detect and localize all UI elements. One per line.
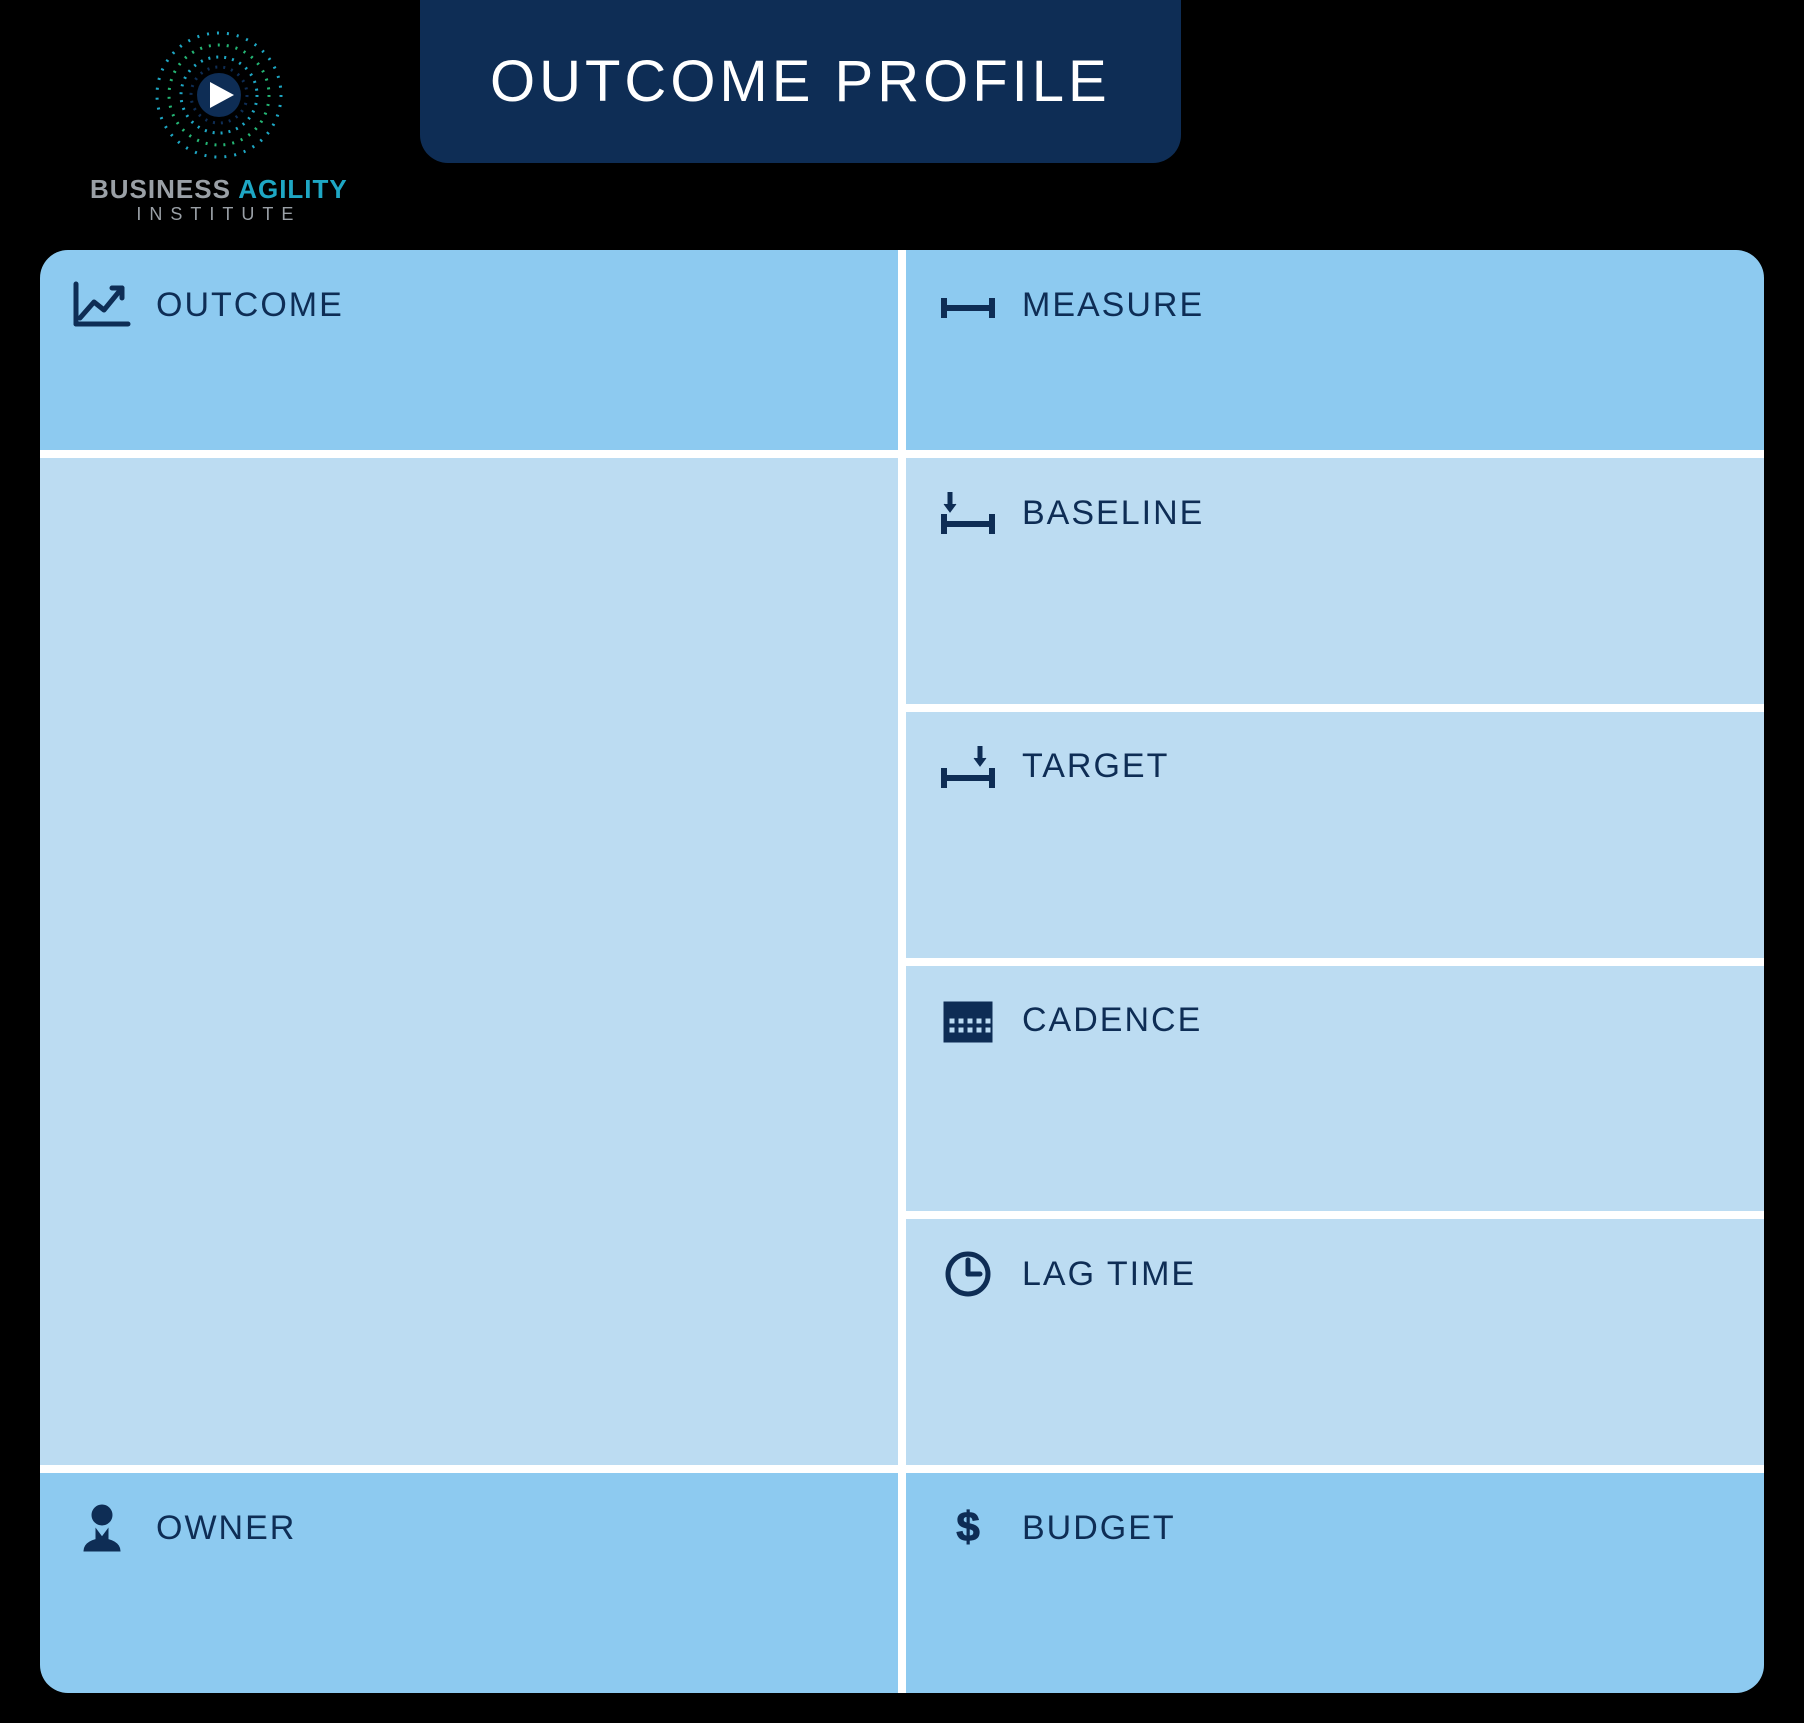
divider xyxy=(906,704,1764,712)
cell-baseline: BASELINE xyxy=(906,458,1764,704)
svg-text:$: $ xyxy=(956,1503,979,1550)
cell-outcome: OUTCOME xyxy=(40,250,898,450)
divider xyxy=(40,1465,898,1473)
header: BUSINESS AGILITY INSTITUTE OUTCOME PROFI… xyxy=(0,0,1804,210)
divider xyxy=(898,458,906,1465)
logo-swirl-icon xyxy=(144,20,294,170)
calendar-icon xyxy=(936,994,1000,1048)
cell-owner: OWNER xyxy=(40,1473,898,1693)
outcome-profile-canvas: BUSINESS AGILITY INSTITUTE OUTCOME PROFI… xyxy=(0,0,1804,1723)
label-target: TARGET xyxy=(1022,747,1169,786)
ruler-end-icon xyxy=(936,740,1000,794)
label-owner: OWNER xyxy=(156,1509,296,1548)
label-outcome: OUTCOME xyxy=(156,286,344,325)
canvas-grid: OUTCOME MEASURE xyxy=(40,250,1764,1693)
ruler-icon xyxy=(936,278,1000,332)
label-budget: BUDGET xyxy=(1022,1509,1176,1548)
logo-word-institute: INSTITUTE xyxy=(90,205,348,224)
cell-budget: $ BUDGET xyxy=(906,1473,1764,1693)
clock-icon xyxy=(936,1247,1000,1301)
cell-notes xyxy=(40,458,898,1465)
label-measure: MEASURE xyxy=(1022,286,1204,325)
divider xyxy=(906,450,1764,458)
divider xyxy=(898,450,906,458)
ruler-start-icon xyxy=(936,486,1000,540)
logo: BUSINESS AGILITY INSTITUTE xyxy=(90,20,348,224)
divider xyxy=(906,1465,1764,1473)
logo-word-business: BUSINESS xyxy=(90,174,231,204)
divider xyxy=(906,958,1764,966)
divider xyxy=(898,1473,906,1693)
divider xyxy=(40,450,898,458)
divider xyxy=(898,1465,906,1473)
label-lagtime: LAG TIME xyxy=(1022,1255,1196,1294)
cell-target: TARGET xyxy=(906,712,1764,958)
logo-text: BUSINESS AGILITY INSTITUTE xyxy=(90,176,348,224)
logo-word-agility: AGILITY xyxy=(238,174,348,204)
divider xyxy=(898,250,906,450)
chart-up-icon xyxy=(70,278,134,332)
person-icon xyxy=(70,1501,134,1555)
right-stack: BASELINE TARGET xyxy=(906,458,1764,1465)
label-cadence: CADENCE xyxy=(1022,1001,1202,1040)
divider xyxy=(906,1211,1764,1219)
page-title: OUTCOME PROFILE xyxy=(420,0,1181,163)
cell-cadence: CADENCE xyxy=(906,966,1764,1212)
cell-measure: MEASURE xyxy=(906,250,1764,450)
dollar-icon: $ xyxy=(936,1501,1000,1555)
cell-lagtime: LAG TIME xyxy=(906,1219,1764,1465)
label-baseline: BASELINE xyxy=(1022,494,1204,533)
